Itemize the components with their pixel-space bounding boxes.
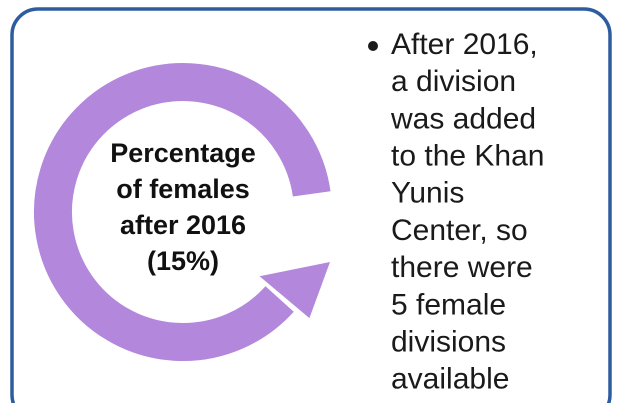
bullet-line: divisions [391, 326, 506, 359]
label-line: Percentage [110, 138, 256, 168]
bullet-line: available [391, 363, 509, 396]
bullet-line: Center, so [391, 214, 528, 247]
label-line: (15%) [147, 246, 219, 276]
bullet-line: to the Khan [391, 140, 544, 173]
label-line: of females [116, 174, 250, 204]
bullet-line: there were [391, 251, 533, 284]
bullet-dot [368, 41, 378, 51]
bullet-line: Yunis [391, 177, 464, 210]
cycle-label: Percentage of females after 2016 (15%) [110, 138, 256, 276]
label-line: after 2016 [120, 210, 246, 240]
cycle-arrowhead [259, 262, 330, 319]
bullet-line: a division [391, 65, 516, 98]
bullet-text: After 2016, a division was added to the Kha… [390, 28, 544, 396]
bullet-line: After 2016, [391, 28, 538, 61]
cycle-arc [34, 63, 331, 361]
bullet-line: was added [390, 102, 536, 135]
frame [10, 7, 612, 403]
bullet-line: 5 female [391, 288, 506, 321]
